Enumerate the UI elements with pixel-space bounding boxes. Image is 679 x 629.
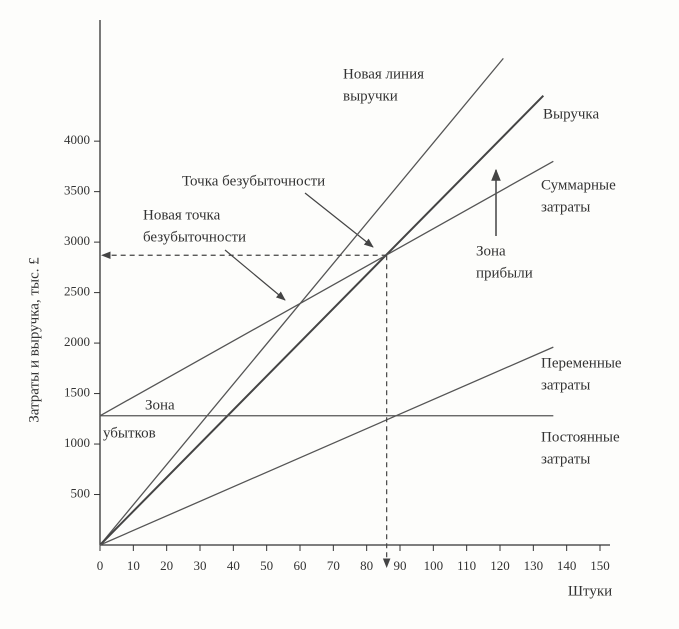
annotation: Постоянные bbox=[541, 429, 620, 445]
y-tick-label: 500 bbox=[71, 486, 91, 501]
x-tick-label: 80 bbox=[360, 558, 373, 573]
annotation: затраты bbox=[541, 377, 590, 393]
y-tick-label: 4000 bbox=[64, 132, 90, 147]
x-tick-label: 40 bbox=[227, 558, 240, 573]
x-tick-label: 0 bbox=[97, 558, 104, 573]
annotation: убытков bbox=[103, 425, 156, 441]
line bbox=[99, 346, 554, 546]
x-tick-label: 130 bbox=[524, 558, 544, 573]
annotation: Выручка bbox=[543, 106, 599, 122]
annotation: Зона bbox=[476, 243, 506, 259]
annotation: Суммарные bbox=[541, 177, 616, 193]
y-tick-label: 2000 bbox=[64, 334, 90, 349]
x-tick-label: 110 bbox=[457, 558, 476, 573]
y-tick-label: 2500 bbox=[64, 284, 90, 299]
line bbox=[99, 57, 504, 546]
x-tick-label: 150 bbox=[590, 558, 610, 573]
annotation: затраты bbox=[541, 451, 590, 467]
arrow bbox=[304, 192, 374, 248]
line bbox=[99, 160, 554, 417]
x-tick-label: 140 bbox=[557, 558, 577, 573]
x-tick-label: 20 bbox=[160, 558, 173, 573]
annotation: Переменные bbox=[541, 355, 622, 371]
x-tick-label: 120 bbox=[490, 558, 510, 573]
annotation: прибыли bbox=[476, 265, 533, 281]
arrow bbox=[224, 249, 286, 301]
y-tick-label: 3500 bbox=[64, 183, 90, 198]
annotation: выручки bbox=[343, 88, 398, 104]
x-tick-label: 30 bbox=[194, 558, 207, 573]
y-axis-label: Затраты и выручка, тыс. £ bbox=[26, 257, 42, 423]
line bbox=[99, 95, 545, 546]
annotation: Зона bbox=[145, 397, 175, 413]
x-tick-label: 90 bbox=[394, 558, 407, 573]
x-tick-label: 10 bbox=[127, 558, 140, 573]
annotation: безубыточности bbox=[143, 229, 246, 245]
x-tick-label: 70 bbox=[327, 558, 340, 573]
x-tick-label: 60 bbox=[294, 558, 307, 573]
x-tick-label: 100 bbox=[424, 558, 444, 573]
annotation: Новая точка bbox=[143, 207, 221, 223]
annotation: затраты bbox=[541, 199, 590, 215]
x-axis-label: Штуки bbox=[568, 583, 612, 599]
annotation: Точка безубыточности bbox=[182, 173, 325, 189]
annotation: Новая линия bbox=[343, 66, 424, 82]
y-tick-label: 3000 bbox=[64, 233, 90, 248]
y-tick-label: 1000 bbox=[64, 435, 90, 450]
x-tick-label: 50 bbox=[260, 558, 273, 573]
y-tick-label: 1500 bbox=[64, 385, 90, 400]
